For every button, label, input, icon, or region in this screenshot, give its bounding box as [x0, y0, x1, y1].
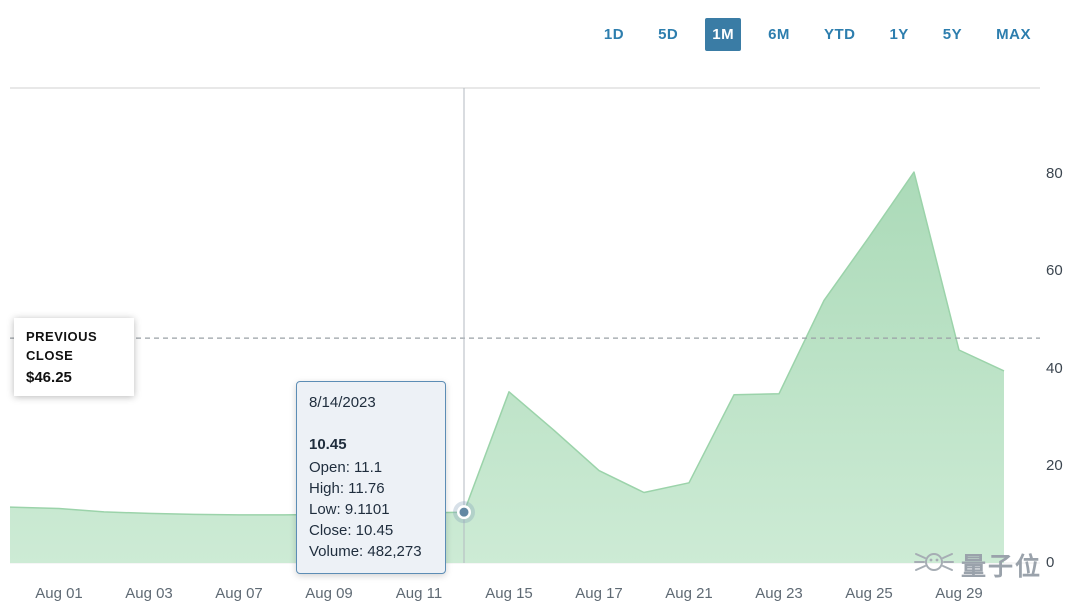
- y-tick-label: 20: [1046, 456, 1063, 474]
- x-tick-label: Aug 09: [305, 585, 353, 602]
- previous-close-label: PREVIOUS CLOSE: [26, 329, 98, 363]
- y-tick-label: 40: [1046, 359, 1063, 377]
- price-line: [9, 171, 1005, 516]
- y-tick-label: 0: [1046, 554, 1055, 571]
- previous-close-value: $46.25: [26, 369, 72, 386]
- tab-1y[interactable]: 1Y: [882, 18, 915, 51]
- x-tick-label: Aug 15: [485, 585, 533, 602]
- tab-5d[interactable]: 5D: [651, 18, 685, 51]
- qbitai-whiskers-logo-icon: [913, 546, 954, 583]
- marker-dot[interactable]: [459, 507, 469, 517]
- tooltip-open-row: Open: 11.1: [309, 459, 383, 476]
- x-tick-label: Aug 03: [125, 585, 173, 602]
- tooltip-high-row: High: 11.76: [309, 480, 385, 497]
- tab-6m[interactable]: 6M: [761, 18, 797, 51]
- tab-max[interactable]: MAX: [989, 18, 1038, 51]
- hover-tooltip: 8/14/2023 10.45 Open: 11.1 High: 11.76 L…: [296, 381, 446, 574]
- tooltip-price: 10.45: [309, 436, 347, 453]
- x-tick-label: Aug 07: [215, 585, 263, 602]
- tab-5y[interactable]: 5Y: [936, 18, 969, 51]
- x-tick-label: Aug 23: [755, 585, 803, 602]
- tooltip-volume-row: Volume: 482,273: [309, 543, 422, 560]
- tooltip-close-row: Close: 10.45: [309, 522, 394, 539]
- tooltip-low-row: Low: 9.1101: [309, 501, 390, 518]
- tab-1m[interactable]: 1M: [705, 18, 742, 51]
- x-tick-label: Aug 21: [665, 585, 713, 602]
- tab-ytd[interactable]: YTD: [817, 18, 863, 51]
- watermark-text: 量子位: [960, 552, 1042, 581]
- tab-1d[interactable]: 1D: [597, 18, 631, 51]
- x-tick-label: Aug 17: [575, 585, 623, 602]
- y-tick-label: 60: [1046, 262, 1063, 280]
- previous-close-card: PREVIOUS CLOSE $46.25: [14, 318, 134, 396]
- y-tick-label: 80: [1046, 165, 1063, 182]
- x-tick-label: Aug 29: [935, 585, 983, 602]
- x-tick-label: Aug 01: [35, 585, 83, 602]
- price-area: [10, 172, 1004, 563]
- time-range-tabs: 1D 5D 1M 6M YTD 1Y 5Y MAX: [597, 18, 1038, 51]
- tooltip-date: 8/14/2023: [309, 394, 376, 411]
- x-tick-label: Aug 11: [395, 585, 443, 602]
- watermark: 量子位: [913, 546, 1042, 583]
- x-tick-label: Aug 25: [845, 585, 893, 602]
